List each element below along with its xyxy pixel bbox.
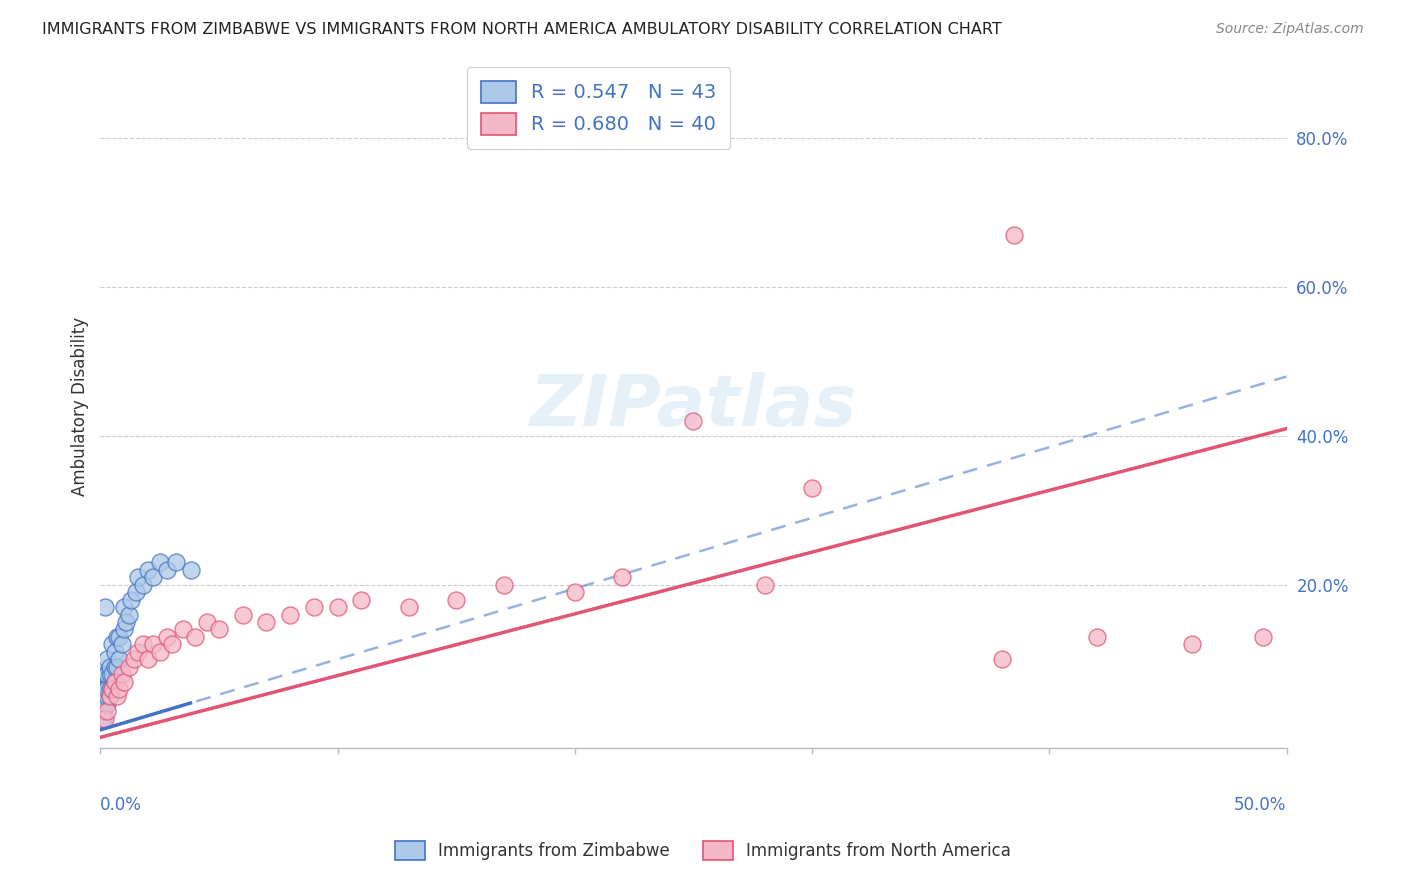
- Point: [112, 600, 135, 615]
- Point: [118, 659, 141, 673]
- Point: [350, 592, 373, 607]
- Point: [103, 659, 125, 673]
- Point: [118, 607, 141, 622]
- Point: [184, 630, 207, 644]
- Point: [111, 637, 134, 651]
- Point: [108, 630, 131, 644]
- Point: [101, 667, 124, 681]
- Point: [179, 563, 201, 577]
- Point: [112, 674, 135, 689]
- Point: [98, 690, 121, 704]
- Point: [156, 630, 179, 644]
- Point: [278, 607, 301, 622]
- Point: [103, 674, 125, 689]
- Point: [111, 667, 134, 681]
- Point: [195, 615, 218, 629]
- Point: [1002, 228, 1025, 243]
- Point: [103, 674, 125, 689]
- Point: [492, 578, 515, 592]
- Point: [98, 667, 121, 681]
- Point: [136, 563, 159, 577]
- Point: [112, 623, 135, 637]
- Point: [208, 623, 231, 637]
- Point: [96, 697, 118, 711]
- Point: [120, 592, 142, 607]
- Point: [132, 578, 155, 592]
- Point: [101, 681, 124, 696]
- Point: [94, 667, 117, 681]
- Text: Source: ZipAtlas.com: Source: ZipAtlas.com: [1216, 22, 1364, 37]
- Point: [91, 712, 114, 726]
- Point: [108, 652, 131, 666]
- Point: [160, 637, 183, 651]
- Point: [149, 645, 172, 659]
- Legend: Immigrants from Zimbabwe, Immigrants from North America: Immigrants from Zimbabwe, Immigrants fro…: [385, 831, 1021, 871]
- Point: [326, 600, 349, 615]
- Point: [91, 704, 114, 718]
- Point: [94, 681, 117, 696]
- Point: [105, 630, 128, 644]
- Point: [127, 645, 149, 659]
- Point: [91, 681, 114, 696]
- Point: [98, 681, 121, 696]
- Point: [125, 585, 148, 599]
- Point: [801, 481, 824, 495]
- Point: [94, 712, 117, 726]
- Point: [101, 637, 124, 651]
- Point: [103, 645, 125, 659]
- Point: [105, 659, 128, 673]
- Point: [444, 592, 467, 607]
- Point: [96, 667, 118, 681]
- Point: [136, 652, 159, 666]
- Point: [141, 570, 163, 584]
- Point: [94, 690, 117, 704]
- Legend: R = 0.547   N = 43, R = 0.680   N = 40: R = 0.547 N = 43, R = 0.680 N = 40: [467, 67, 730, 149]
- Point: [122, 652, 145, 666]
- Point: [98, 659, 121, 673]
- Point: [105, 690, 128, 704]
- Point: [991, 652, 1014, 666]
- Point: [302, 600, 325, 615]
- Point: [172, 623, 194, 637]
- Point: [94, 600, 117, 615]
- Point: [96, 652, 118, 666]
- Point: [232, 607, 254, 622]
- Point: [1181, 637, 1204, 651]
- Point: [254, 615, 277, 629]
- Point: [754, 578, 776, 592]
- Point: [132, 637, 155, 651]
- Point: [115, 615, 138, 629]
- Text: 0.0%: 0.0%: [100, 797, 142, 814]
- Point: [141, 637, 163, 651]
- Y-axis label: Ambulatory Disability: Ambulatory Disability: [72, 317, 89, 496]
- Point: [96, 681, 118, 696]
- Point: [1251, 630, 1274, 644]
- Point: [149, 556, 172, 570]
- Point: [398, 600, 420, 615]
- Point: [564, 585, 586, 599]
- Point: [101, 681, 124, 696]
- Point: [1085, 630, 1108, 644]
- Text: IMMIGRANTS FROM ZIMBABWE VS IMMIGRANTS FROM NORTH AMERICA AMBULATORY DISABILITY : IMMIGRANTS FROM ZIMBABWE VS IMMIGRANTS F…: [42, 22, 1002, 37]
- Point: [91, 690, 114, 704]
- Point: [127, 570, 149, 584]
- Point: [156, 563, 179, 577]
- Point: [612, 570, 634, 584]
- Point: [108, 681, 131, 696]
- Point: [682, 414, 704, 428]
- Point: [98, 690, 121, 704]
- Point: [165, 556, 187, 570]
- Text: ZIPatlas: ZIPatlas: [530, 372, 858, 441]
- Point: [94, 697, 117, 711]
- Point: [96, 704, 118, 718]
- Text: 50.0%: 50.0%: [1234, 797, 1286, 814]
- Point: [96, 690, 118, 704]
